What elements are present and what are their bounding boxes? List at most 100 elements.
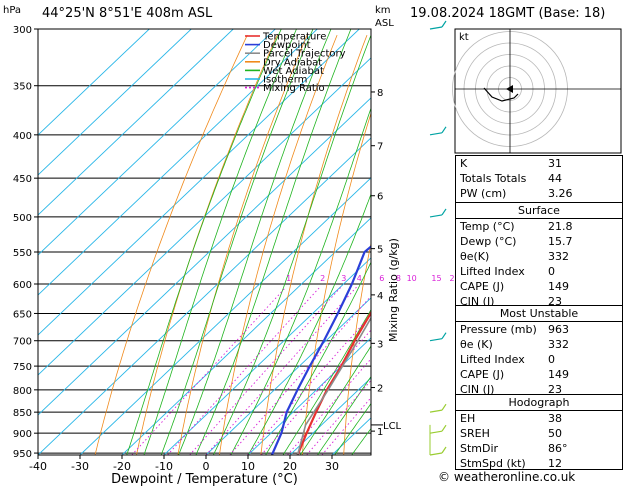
isotherm — [38, 57, 371, 376]
storm-motion-icon — [506, 85, 513, 93]
surface-value: 21.8 — [548, 220, 573, 233]
pressure-tick-label: 350 — [13, 82, 32, 93]
pressure-tick-label: 900 — [13, 429, 32, 440]
surface-row: θe(K) 332 — [460, 250, 618, 264]
wet-adiabat — [178, 29, 332, 455]
mixing-ratio-line — [167, 286, 321, 455]
mixing-ratio-label: 10 — [407, 274, 417, 283]
wind-barb — [429, 214, 443, 218]
mixing-ratio-label: 20 — [450, 274, 460, 283]
km-tick-label: 6 — [377, 192, 383, 203]
isotherm — [289, 377, 371, 455]
mixing-ratio-line — [205, 286, 357, 455]
km-tick-label: 2 — [377, 384, 383, 395]
isotherm — [38, 137, 371, 455]
index-label: Totals Totals — [460, 172, 527, 185]
wet-adiabat — [299, 345, 371, 455]
wind-barb — [441, 126, 447, 134]
pressure-tick-label: 700 — [13, 337, 32, 348]
pressure-tick-label: 850 — [13, 408, 32, 419]
wind-barb — [441, 20, 447, 28]
most-unstable-value: 23 — [548, 383, 562, 396]
pressure-tick-label: 400 — [13, 131, 32, 142]
hodograph-label: StmSpd (kt) — [460, 457, 526, 470]
hodograph-label: SREH — [460, 427, 490, 440]
isotherm — [79, 177, 371, 455]
most-unstable-title: Most Unstable — [499, 307, 579, 320]
pressure-axis-label: hPa — [3, 5, 21, 16]
hodograph-row: SREH 50 — [460, 427, 618, 441]
hodograph-table: Hodograph EH 38 SREH 50 StmDir 86° StmSpd (kt)… — [455, 394, 623, 470]
surface-title: Surface — [518, 204, 560, 217]
index-value: 44 — [548, 172, 562, 185]
mixing-ratio-label: 15 — [431, 274, 441, 283]
surface-value: 149 — [548, 280, 569, 293]
isotherm — [163, 257, 371, 455]
lcl-label: LCL — [383, 421, 402, 432]
index-value: 31 — [548, 157, 562, 170]
legend-label: Isotherm — [263, 75, 307, 86]
legend-label: Temperature — [262, 32, 326, 43]
most-unstable-row: CAPE (J) 149 — [460, 368, 618, 382]
hodograph-value: 86° — [548, 442, 568, 455]
mixing-ratio-label: 2 — [320, 274, 325, 283]
plot-frame — [37, 28, 372, 456]
km-tick-label: 8 — [377, 88, 383, 99]
profile-temperature — [296, 310, 371, 455]
hodograph-frame — [454, 28, 622, 154]
wind-barb — [441, 208, 447, 216]
temperature-tick-label: -30 — [71, 460, 89, 473]
hodograph-unit-label: kt — [459, 32, 469, 43]
hodograph-row: StmDir 86° — [460, 442, 618, 456]
isotherm — [205, 297, 371, 455]
mixing-ratio-label: 4 — [357, 274, 362, 283]
legend-label: Wet Adiabat — [263, 66, 324, 77]
isotherm — [38, 29, 318, 296]
wet-adiabat — [160, 29, 314, 455]
hodograph-value: 12 — [548, 457, 562, 470]
index-value: 3.26 — [548, 187, 573, 200]
wind-barb — [441, 424, 447, 432]
hodograph-trace — [483, 87, 519, 102]
dry-adiabat — [260, 34, 368, 455]
legend-label: Parcel Trajectory — [263, 49, 346, 60]
station-header: 44°25'N 8°51'E 408m ASL — [42, 6, 213, 21]
wet-adiabat — [212, 33, 371, 455]
surface-row: Temp (°C) 21.8 — [460, 220, 618, 234]
isotherm — [38, 29, 360, 336]
most-unstable-row: CIN (J) 23 — [460, 383, 618, 397]
pressure-tick-label: 750 — [13, 362, 32, 373]
temperature-tick-label: 20 — [283, 460, 297, 473]
surface-row: Lifted Index 0 — [460, 265, 618, 279]
km-tick-label: 5 — [377, 245, 383, 256]
temperature-axis-label: Dewpoint / Temperature (°C) — [111, 472, 298, 486]
mixing-ratio-label: 6 — [379, 274, 384, 283]
most-unstable-label: Pressure (mb) — [460, 323, 537, 336]
legend-label: Dry Adiabat — [263, 57, 322, 68]
temperature-tick-label: -40 — [29, 460, 47, 473]
pressure-tick-label: 550 — [13, 248, 32, 259]
wet-adiabat — [195, 29, 352, 455]
isotherm — [38, 29, 192, 176]
index-row: Totals Totals 44 — [460, 172, 618, 186]
hodograph-value: 38 — [548, 412, 562, 425]
legend-label: Mixing Ratio — [263, 83, 325, 94]
isotherm — [38, 29, 234, 216]
dry-adiabat — [343, 241, 371, 455]
isotherm — [38, 97, 371, 416]
mixing-ratio-label: 3 — [341, 274, 346, 283]
most-unstable-value: 149 — [548, 368, 569, 381]
hodograph-row: StmSpd (kt) 12 — [460, 457, 618, 471]
temperature-tick-label: -10 — [155, 460, 173, 473]
most-unstable-label: CAPE (J) — [460, 368, 505, 381]
km-tick-label: 4 — [377, 291, 383, 302]
pressure-tick-label: 600 — [13, 280, 32, 291]
wind-barb — [429, 338, 443, 342]
pressure-tick-label: 500 — [13, 213, 32, 224]
km-tick-label: 7 — [377, 142, 383, 153]
mixing-ratio-line — [131, 286, 287, 455]
surface-label: Dewp (°C) — [460, 235, 517, 248]
wind-barb — [441, 332, 447, 340]
isotherm — [38, 29, 150, 136]
